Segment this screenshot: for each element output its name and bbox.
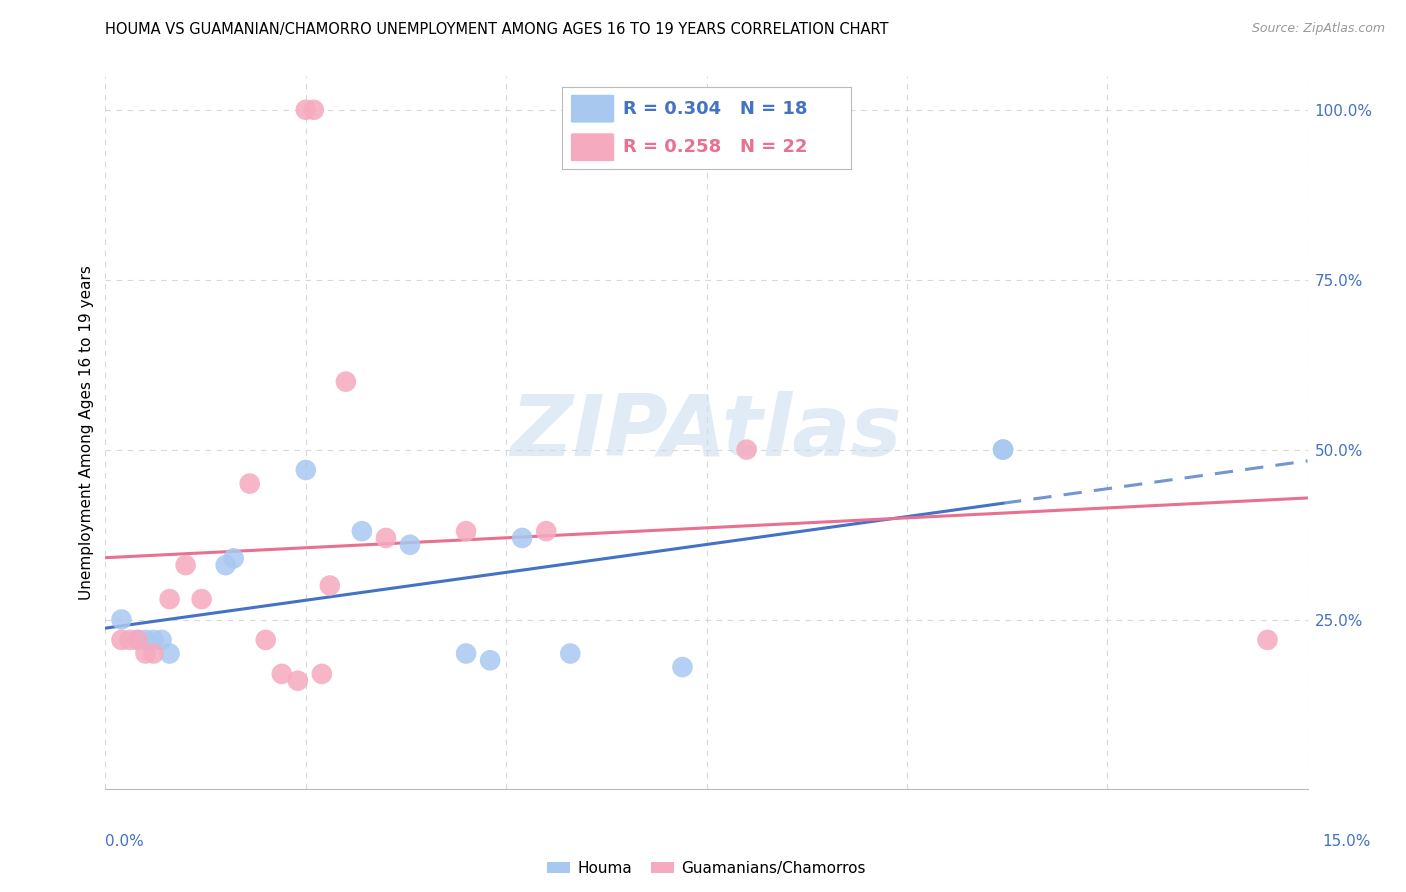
Text: Source: ZipAtlas.com: Source: ZipAtlas.com xyxy=(1251,22,1385,36)
Point xyxy=(479,653,502,667)
Point xyxy=(311,666,333,681)
Point xyxy=(142,632,165,647)
Point xyxy=(159,647,181,661)
Point xyxy=(287,673,309,688)
Point xyxy=(135,647,157,661)
Point xyxy=(295,103,318,117)
Point xyxy=(350,524,373,538)
Point xyxy=(254,632,277,647)
Legend: Houma, Guamanians/Chamorros: Houma, Guamanians/Chamorros xyxy=(541,855,872,881)
Point xyxy=(190,592,212,607)
Point xyxy=(127,632,149,647)
Point xyxy=(319,578,342,592)
Y-axis label: Unemployment Among Ages 16 to 19 years: Unemployment Among Ages 16 to 19 years xyxy=(79,265,94,600)
Point xyxy=(159,592,181,607)
Point xyxy=(118,632,141,647)
Point xyxy=(110,613,132,627)
Point xyxy=(456,524,478,538)
Point xyxy=(456,647,478,661)
Point xyxy=(174,558,197,573)
Point xyxy=(374,531,398,545)
Point xyxy=(270,666,292,681)
Text: HOUMA VS GUAMANIAN/CHAMORRO UNEMPLOYMENT AMONG AGES 16 TO 19 YEARS CORRELATION C: HOUMA VS GUAMANIAN/CHAMORRO UNEMPLOYMENT… xyxy=(105,22,889,37)
Point xyxy=(214,558,236,573)
Point xyxy=(335,375,357,389)
Point xyxy=(150,632,173,647)
Point xyxy=(671,660,693,674)
Point xyxy=(991,442,1014,457)
Point xyxy=(239,476,262,491)
Point xyxy=(127,632,149,647)
Point xyxy=(991,442,1014,457)
Point xyxy=(534,524,557,538)
Point xyxy=(295,463,318,477)
Text: 0.0%: 0.0% xyxy=(105,834,145,849)
Point xyxy=(142,647,165,661)
Point xyxy=(1257,632,1279,647)
Point xyxy=(560,647,582,661)
Point xyxy=(399,538,422,552)
Point xyxy=(110,632,132,647)
Point xyxy=(510,531,533,545)
Point xyxy=(302,103,325,117)
Text: 15.0%: 15.0% xyxy=(1323,834,1371,849)
Point xyxy=(135,632,157,647)
Point xyxy=(735,442,758,457)
Text: ZIPAtlas: ZIPAtlas xyxy=(510,391,903,475)
Point xyxy=(222,551,245,566)
